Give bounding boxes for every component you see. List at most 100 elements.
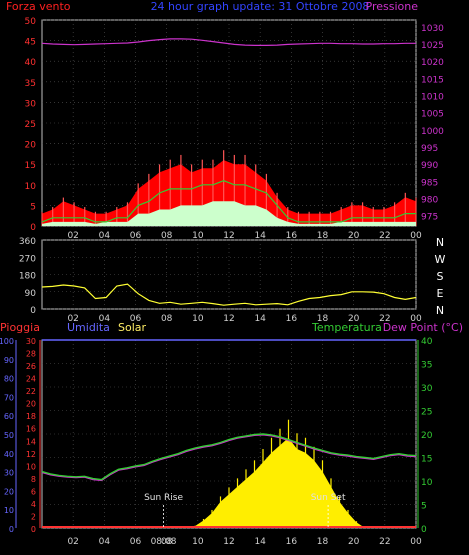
pressure-line [41,38,416,47]
direction-y-ticks: 0 90 180 270 360 [19,237,36,316]
wind-y-tick-label: 50 [25,17,37,27]
temperature-x-tick-label: 20 [348,537,360,547]
rain-y-tick-label: 2 [31,512,36,521]
humidity-y-ticks: 0 10 20 30 40 50 60 70 80 90 100 [0,337,14,534]
humidity-y-tick-label: 10 [4,506,14,515]
compass-label: S [437,270,444,283]
wind-y-tick-label: 40 [25,58,37,68]
humidity-y-tick-label: 0 [9,525,14,534]
direction-y-tick-label: 90 [25,289,37,299]
direction-x-tick-label: 04 [99,314,111,324]
rain-y-tick-label: 6 [31,487,36,496]
pressure-y-tick-label: 975 [421,213,438,223]
rain-y-tick-label: 14 [26,437,36,446]
compass-label: W [435,253,446,266]
wind-gust-area [42,160,416,226]
wind-x-tick-label: 08 [161,231,173,241]
wind-y-tick-label: 15 [25,161,36,171]
pressure-y-tick-label: 1025 [421,41,444,51]
humidity-y-tick-label: 20 [4,487,14,496]
pressure-y-tick-label: 985 [421,178,438,188]
wind-y-tick-label: 45 [25,38,36,48]
wind-series [41,38,417,226]
rain-y-tick-label: 12 [26,450,36,459]
solar-axis-label: Solar [118,321,147,334]
wind-y-tick-label: 30 [25,99,37,109]
rain-y-tick-label: 0 [31,525,36,534]
direction-x-ticks: 02 04 06 08 10 12 14 16 18 20 22 00 [67,314,422,324]
temperature-x-tick-label: 10 [192,537,204,547]
temperature-x-tick-label: 22 [379,537,390,547]
temperature-x-tick-label: 02 [67,537,78,547]
pressure-y-tick-label: 1015 [421,75,444,85]
direction-x-tick-label: 14 [254,314,266,324]
direction-series [41,283,417,306]
rain-y-tick-label: 18 [26,412,36,421]
direction-x-tick-label: 18 [317,314,329,324]
wind-y-tick-label: 35 [25,79,36,89]
wind-average-area [42,201,416,226]
wind-y-tick-label: 5 [30,202,36,212]
direction-y-tick-label: 270 [19,254,36,264]
wind-x-tick-label: 04 [99,231,111,241]
pressure-y-tick-label: 1020 [421,58,444,68]
compass-label: N [436,236,444,249]
direction-x-tick-label: 08 [161,314,173,324]
temperature-y-tick-label: 30 [421,384,433,394]
humidity-y-tick-label: 90 [4,356,14,365]
wind-y-tick-label: 20 [25,141,37,151]
temperature-x-tick-label: 06 [130,537,142,547]
temperature-axis-label: Temperatura [311,321,382,334]
rain-y-tick-label: 16 [26,425,36,434]
wind-x-tick-label: 22 [379,231,390,241]
rain-y-tick-label: 28 [26,350,36,359]
temperature-x-tick-label: 14 [254,537,266,547]
rain-y-tick-label: 24 [26,375,36,384]
direction-x-tick-label: 16 [286,314,298,324]
temperature-x-tick-label: 04 [99,537,111,547]
temperature-x-ticks: 02 04 06 08 10 12 14 16 18 20 22 00 [67,537,422,547]
humidity-y-tick-label: 70 [4,393,14,402]
temperature-line [41,433,417,481]
humidity-y-tick-label: 40 [4,450,14,459]
wind-x-tick-label: 20 [348,231,360,241]
humidity-axis-label: Umidita [67,321,110,334]
wind-y-tick-label: 25 [25,120,36,130]
wind-x-tick-label: 18 [317,231,329,241]
wind-x-tick-label: 12 [223,231,234,241]
direction-x-tick-label: 20 [348,314,360,324]
temperature-x-tick-label: 16 [286,537,298,547]
rain-y-tick-label: 4 [31,500,36,509]
wind-axis-label: Forza vento [6,0,71,13]
wind-speed-line [41,180,416,223]
rain-y-tick-label: 10 [26,462,36,471]
wind-x-tick-label: 02 [67,231,78,241]
wind-x-tick-label: 16 [286,231,298,241]
wind-x-tick-label: 06 [130,231,142,241]
temperature-x-tick-label: 12 [223,537,234,547]
temperature-x-tick-label: 08 [161,537,173,547]
temperature-y-tick-label: 35 [421,361,432,371]
humidity-y-tick-label: 30 [4,469,14,478]
temperature-x-tick-label: 18 [317,537,329,547]
wind-y-tick-label: 0 [30,223,36,233]
sunset-label: Sun Set [311,493,346,503]
temperature-y-tick-label: 25 [421,408,432,418]
compass-label: E [437,287,444,300]
sunrise-time-label: 08:08 [151,537,177,547]
direction-y-tick-label: 0 [30,306,36,316]
dewpoint-axis-label: Dew Point (°C) [383,321,463,334]
pressure-y-tick-label: 980 [421,196,438,206]
pressure-y-tick-label: 1010 [421,93,444,103]
dewpoint-line [41,434,417,482]
graph-title: 24 hour graph update: 31 Ottobre 2008 [151,0,370,13]
wind-y-tick-label: 10 [25,182,37,192]
wind-x-ticks: 02 04 06 08 10 12 14 16 18 20 22 00 [67,231,422,241]
compass-label: N [436,304,444,317]
rain-y-tick-label: 8 [31,475,36,484]
